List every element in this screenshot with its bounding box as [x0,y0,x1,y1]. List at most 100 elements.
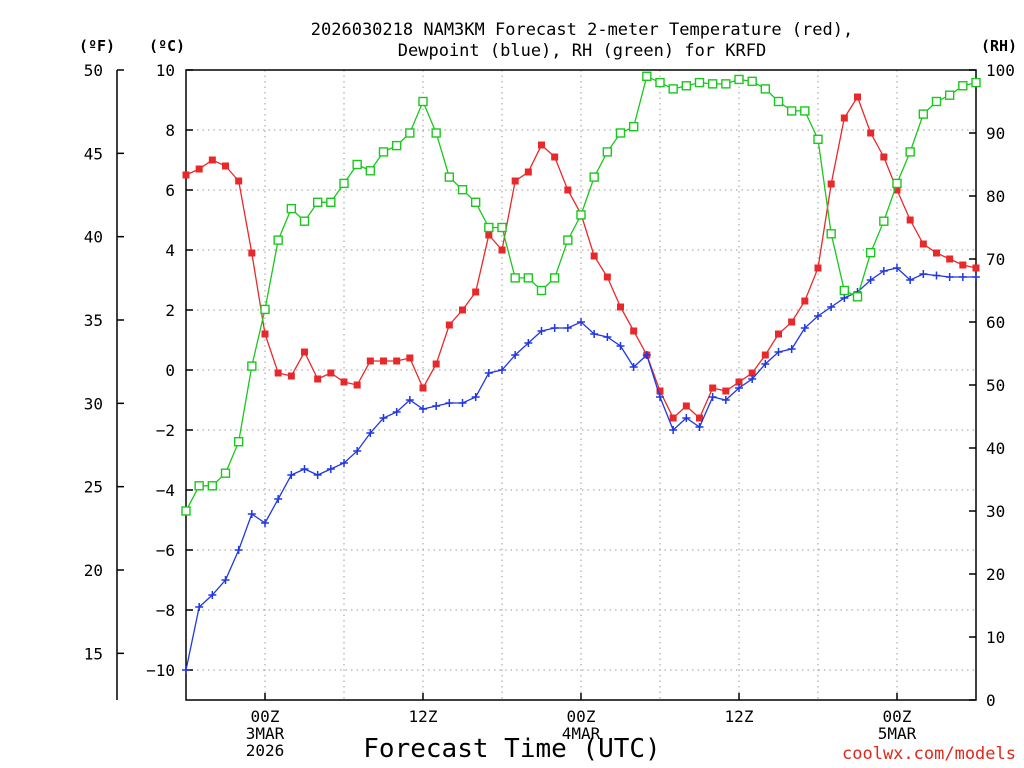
data-point [893,186,901,194]
celsius-tick-label: 10 [156,61,175,80]
data-point [248,249,256,257]
data-point [668,84,678,94]
data-point [312,197,323,208]
data-point [498,366,506,374]
data-point [326,465,335,473]
x-tick-label: 12Z [725,707,754,726]
series-dewpoint [182,264,980,674]
data-point [852,292,863,302]
data-point [892,178,902,189]
chart-title-line-2: Dewpoint (blue), RH (green) for KRFD [398,41,766,61]
data-point [221,576,230,584]
data-point [734,74,744,85]
data-point [866,276,875,284]
data-point [827,303,836,311]
data-point [787,345,796,353]
data-point [549,273,560,283]
chart-title-line-1: 2026030218 NAM3KM Forecast 2-meter Tempe… [311,20,853,40]
data-point [260,304,270,315]
data-point [207,481,218,491]
data-point [827,180,835,188]
x-tick-label: 2026 [246,741,285,760]
x-tick-label: 5MAR [878,724,917,743]
data-point [524,339,533,347]
data-point [459,306,466,314]
data-point [222,162,229,170]
data-point [944,90,955,100]
data-point [195,603,204,611]
data-point [814,264,822,272]
data-point [326,197,336,208]
data-point [880,153,888,161]
data-point [773,96,784,107]
data-point [879,216,889,226]
data-point [353,381,361,389]
data-point [707,79,718,89]
data-point [314,375,322,383]
celsius-tick-label: 8 [165,121,175,140]
data-point [694,77,705,88]
data-point [181,506,191,516]
data-point [419,384,427,392]
data-point [761,360,770,368]
data-point [656,387,664,395]
data-point [511,177,519,185]
data-point [208,156,216,164]
fahrenheit-tick-label: 30 [84,394,103,413]
data-point [405,128,415,138]
data-point [313,471,322,479]
data-point [854,93,861,101]
celsius-tick-label: 0 [165,361,175,380]
data-point [340,459,348,467]
data-point [747,76,757,87]
data-point [721,396,730,404]
data-point [786,106,797,116]
x-tick-label: 00Z [883,707,912,726]
fahrenheit-tick-label: 25 [84,478,103,497]
data-point [273,235,283,245]
data-point [708,393,717,401]
data-point [233,437,244,447]
data-point [826,229,836,239]
data-point [299,216,310,226]
data-point [340,378,348,386]
data-point [419,405,427,413]
data-point [523,273,534,283]
celsius-axis-label: (ºC) [149,37,185,55]
data-point [524,168,532,176]
data-point [932,271,941,280]
data-point [194,481,204,491]
data-point [220,468,231,478]
x-tick-label: 3MAR [246,724,285,743]
data-point [484,369,493,377]
data-point [551,153,559,161]
data-point [563,324,572,332]
data-point [444,172,455,182]
data-point [589,172,599,182]
x-tick-label: 12Z [409,707,438,726]
celsius-tick-label: 2 [165,301,175,320]
data-point [709,384,717,392]
data-point [327,369,335,377]
data-point [577,318,585,326]
data-point [839,285,850,296]
data-point [484,222,494,233]
data-point [933,249,940,257]
data-point [760,84,771,94]
fahrenheit-tick-label: 40 [84,228,103,247]
data-point [865,247,876,258]
data-point [905,147,915,157]
data-point [735,384,743,392]
data-point [669,414,677,422]
data-point [696,414,703,422]
data-point [353,447,362,455]
data-point [602,147,613,157]
data-point [800,106,810,116]
data-point [681,81,692,91]
data-point [946,255,954,263]
data-point [458,399,467,407]
data-point [814,312,822,320]
data-point [287,471,296,479]
data-point [485,231,493,239]
data-point [893,264,901,272]
